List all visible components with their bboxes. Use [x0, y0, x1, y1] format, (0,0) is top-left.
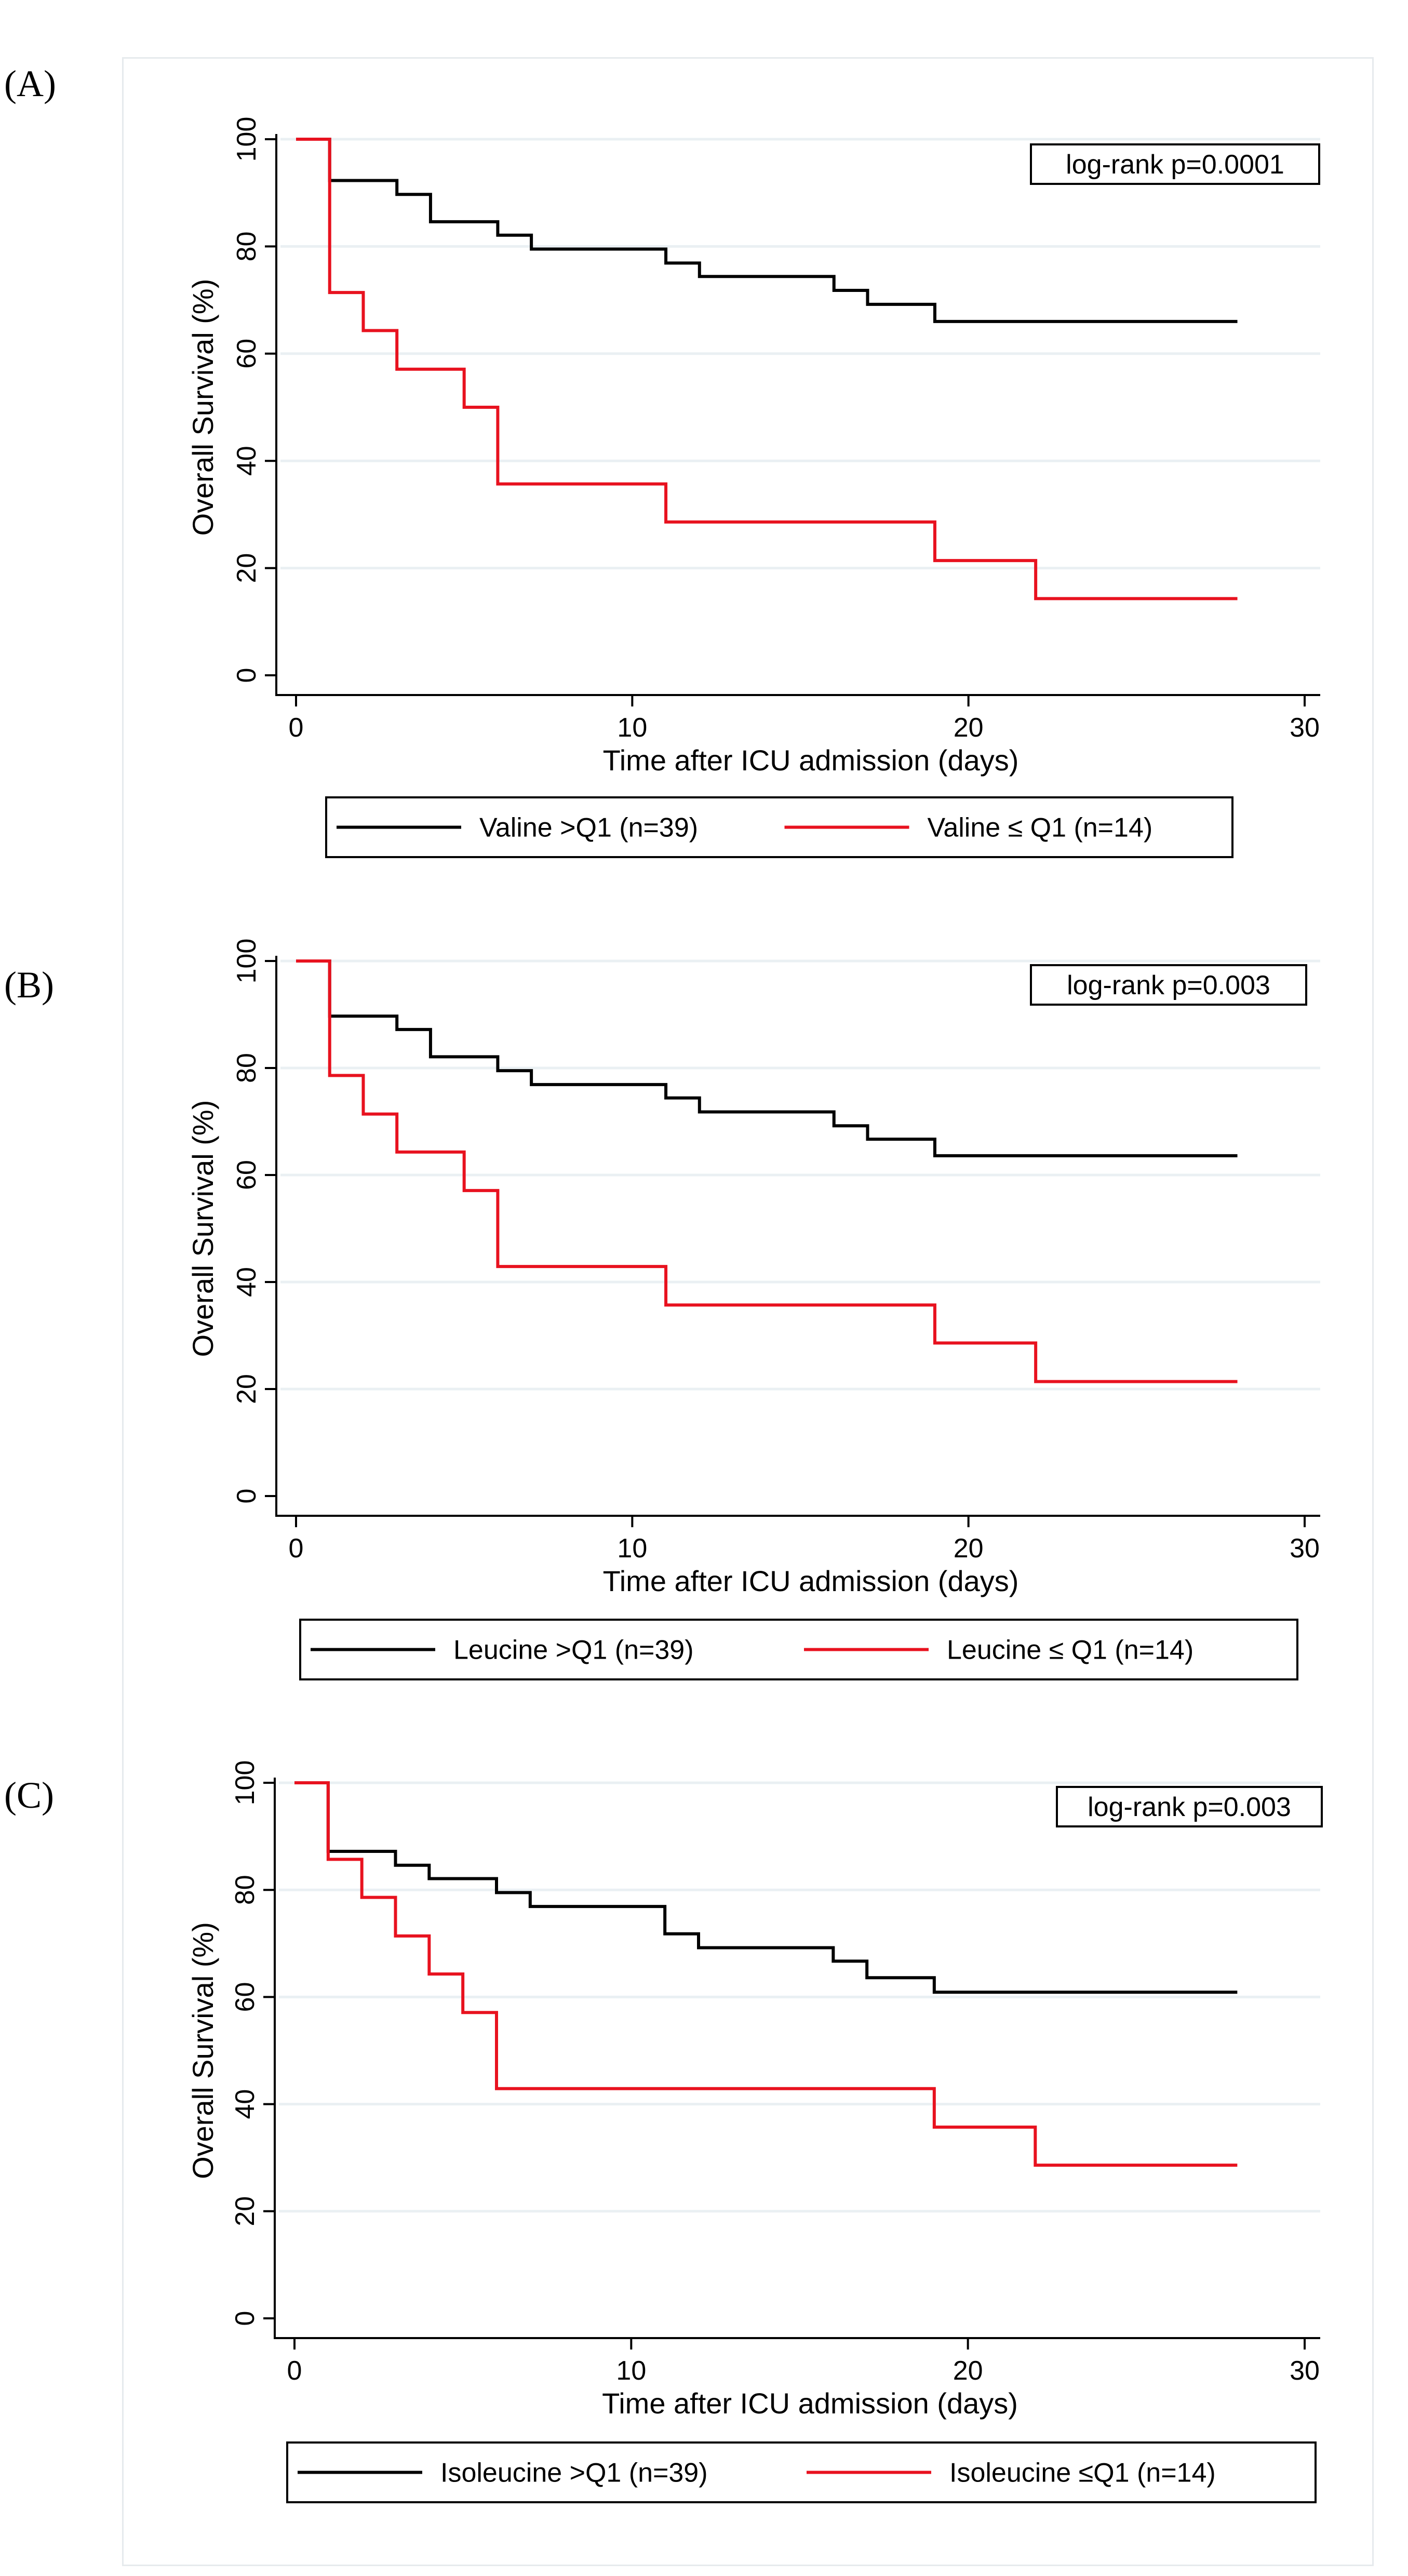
panel-b-y-tick-label-100: 100: [232, 939, 262, 984]
panel-c-x-tick-label-30: 30: [1290, 2356, 1320, 2386]
panel-a-series-high-curve: [296, 138, 1238, 323]
panel-a-x-axis-label: Time after ICU admission (days): [603, 744, 1019, 777]
figure-frame: [122, 57, 1374, 2566]
panel-b-legend-label-high: Leucine >Q1 (n=39): [453, 1635, 694, 1665]
panel-a-series-low-curve: [296, 138, 1238, 600]
panel-c-legend-label-high: Isoleucine >Q1 (n=39): [440, 2458, 708, 2488]
panel-label-c: (C): [4, 1774, 54, 1816]
panel-b-y-axis-label: Overall Survival (%): [186, 1100, 219, 1357]
panel-a-y-tick-label-100: 100: [232, 117, 262, 162]
panel-a-annotation-text: log-rank p=0.0001: [1066, 150, 1284, 180]
panel-b-x-tick-label-20: 20: [954, 1533, 984, 1564]
panel-a-y-axis-label: Overall Survival (%): [186, 279, 219, 536]
panel-b-y-tick-label-0: 0: [232, 1489, 262, 1504]
panel-c-x-axis-label: Time after ICU admission (days): [602, 2387, 1018, 2420]
panel-b-y-tick-label-20: 20: [232, 1374, 262, 1404]
panel-a-x-tick-label-20: 20: [954, 713, 984, 743]
panel-c-y-tick-label-60: 60: [230, 1982, 260, 2012]
panel-a-y-tick-label-20: 20: [232, 553, 262, 583]
panel-c-annotation-box: [1056, 1786, 1323, 1827]
panel-c-y-tick-label-0: 0: [230, 2311, 260, 2326]
panel-b-y-tick-label-80: 80: [232, 1053, 262, 1083]
panel-c-x-tick-label-20: 20: [953, 2356, 983, 2386]
panel-b-annotation-box: [1030, 964, 1307, 1006]
panel-b-x-tick-label-30: 30: [1290, 1533, 1320, 1564]
panel-c-legend-box: [286, 2441, 1317, 2503]
panel-b-series-high-curve: [296, 959, 1238, 1157]
panel-c-legend-label-low: Isoleucine ≤Q1 (n=14): [949, 2458, 1216, 2488]
panel-a-x-tick-label-10: 10: [617, 713, 647, 743]
panel-c-y-tick-label-40: 40: [230, 2089, 260, 2119]
panel-c-y-axis-label: Overall Survival (%): [186, 1922, 219, 2179]
panel-a-y-tick-label-60: 60: [232, 339, 262, 369]
panel-a-y-tick-label-0: 0: [232, 668, 262, 683]
panel-label-b: (B): [4, 964, 54, 1006]
panel-label-a: (A): [4, 63, 56, 104]
panel-c-y-tick-label-20: 20: [230, 2196, 260, 2226]
panel-c-y-tick-label-100: 100: [230, 1760, 260, 1806]
panel-a-legend-box: [325, 796, 1233, 858]
panel-c-series-high-curve: [294, 1781, 1238, 1994]
panel-a-y-tick-label-80: 80: [232, 231, 262, 261]
panel-a-legend-label-high: Valine >Q1 (n=39): [479, 813, 698, 843]
panel-c-y-tick-label-80: 80: [230, 1875, 260, 1905]
panel-b-x-axis-label: Time after ICU admission (days): [603, 1565, 1019, 1597]
panel-c-x-tick-label-0: 0: [287, 2356, 302, 2386]
panel-b-annotation-text: log-rank p=0.003: [1067, 970, 1270, 1000]
panel-a-legend-label-low: Valine ≤ Q1 (n=14): [928, 813, 1153, 843]
panel-c-series-low-curve: [294, 1781, 1238, 2167]
panel-a-x-tick-label-30: 30: [1290, 713, 1320, 743]
panel-a-annotation-box: [1030, 143, 1320, 185]
panel-a-x-tick-label-0: 0: [289, 713, 304, 743]
panel-c-annotation-text: log-rank p=0.003: [1088, 1792, 1291, 1822]
panel-b-legend-box: [299, 1619, 1298, 1680]
panel-b-x-tick-label-10: 10: [617, 1533, 647, 1564]
panel-b-legend-label-low: Leucine ≤ Q1 (n=14): [947, 1635, 1194, 1665]
panel-c-x-tick-label-10: 10: [616, 2356, 646, 2386]
panel-b-series-low-curve: [296, 959, 1238, 1383]
panel-a-y-tick-label-40: 40: [232, 446, 262, 476]
panel-b-x-tick-label-0: 0: [289, 1533, 304, 1564]
panel-b-y-tick-label-60: 60: [232, 1160, 262, 1190]
panel-b-y-tick-label-40: 40: [232, 1267, 262, 1297]
